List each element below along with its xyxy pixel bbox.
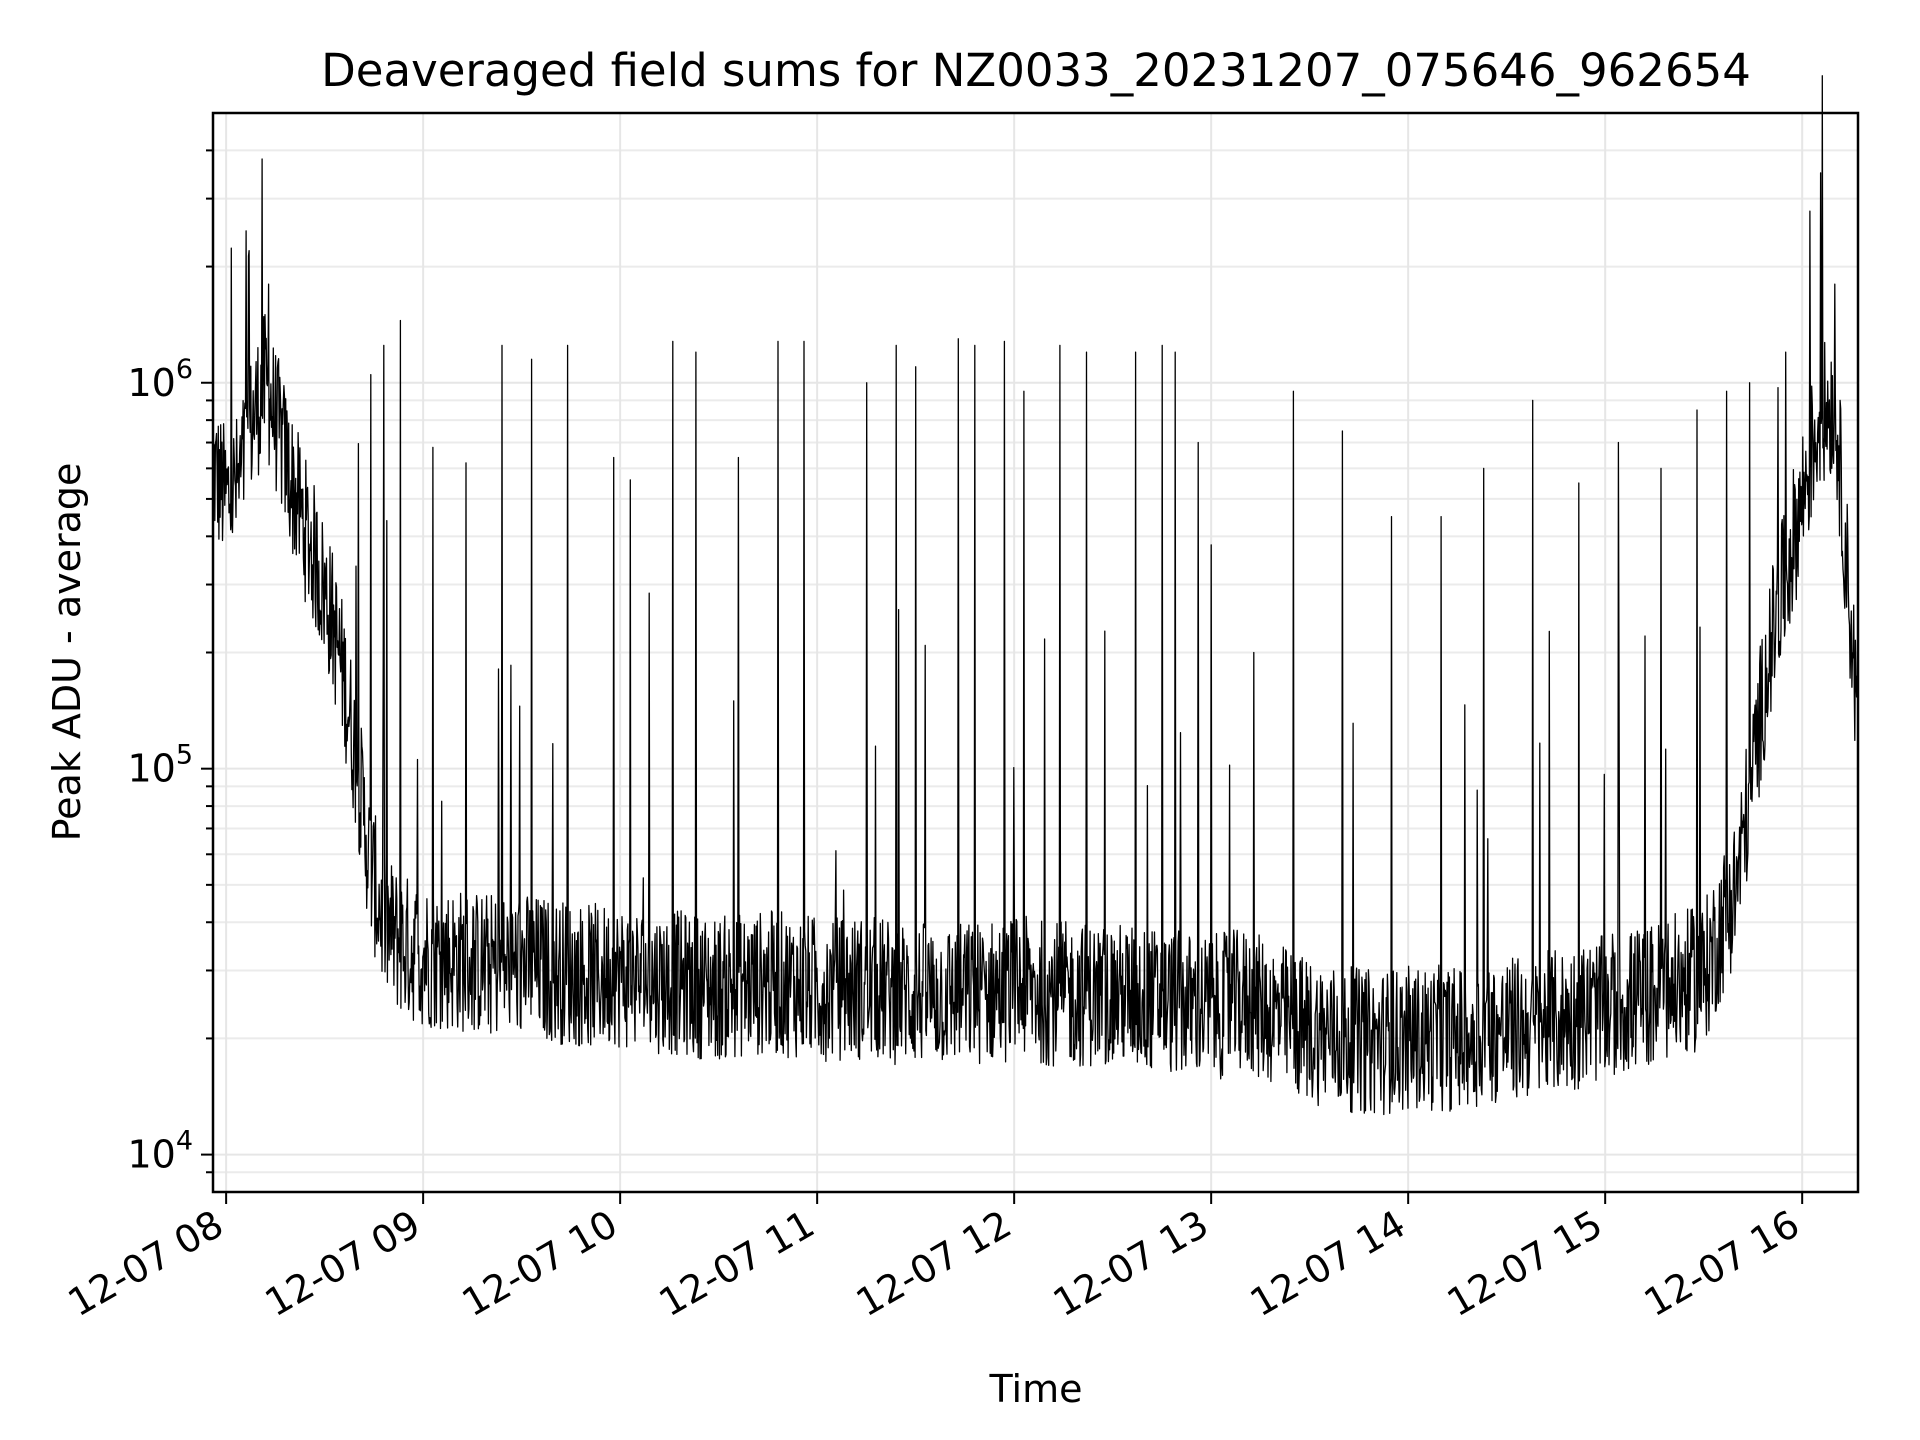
y-tick-label: 106	[127, 354, 193, 405]
grid-lines	[213, 113, 1858, 1192]
x-tick-label: 12-07 10	[455, 1202, 625, 1326]
x-tick-label: 12-07 09	[258, 1202, 428, 1326]
x-tick-label: 12-07 12	[849, 1202, 1019, 1326]
chart-title: Deaveraged field sums for NZ0033_2023120…	[321, 44, 1751, 97]
y-axis-label: Peak ADU - average	[45, 463, 89, 842]
series-layer	[212, 75, 1859, 1116]
x-tick-label: 12-07 14	[1243, 1202, 1413, 1326]
x-tick-label: 12-07 15	[1440, 1202, 1610, 1326]
x-tick-label: 12-07 08	[61, 1202, 231, 1326]
x-tick-label: 12-07 11	[652, 1202, 822, 1326]
x-tick-label: 12-07 16	[1637, 1202, 1807, 1326]
series-line-0	[212, 75, 1859, 1116]
x-tick-label: 12-07 13	[1046, 1202, 1216, 1326]
y-tick-label: 104	[127, 1126, 193, 1177]
y-tick-label: 105	[127, 740, 193, 791]
x-axis-label: Time	[989, 1367, 1083, 1411]
